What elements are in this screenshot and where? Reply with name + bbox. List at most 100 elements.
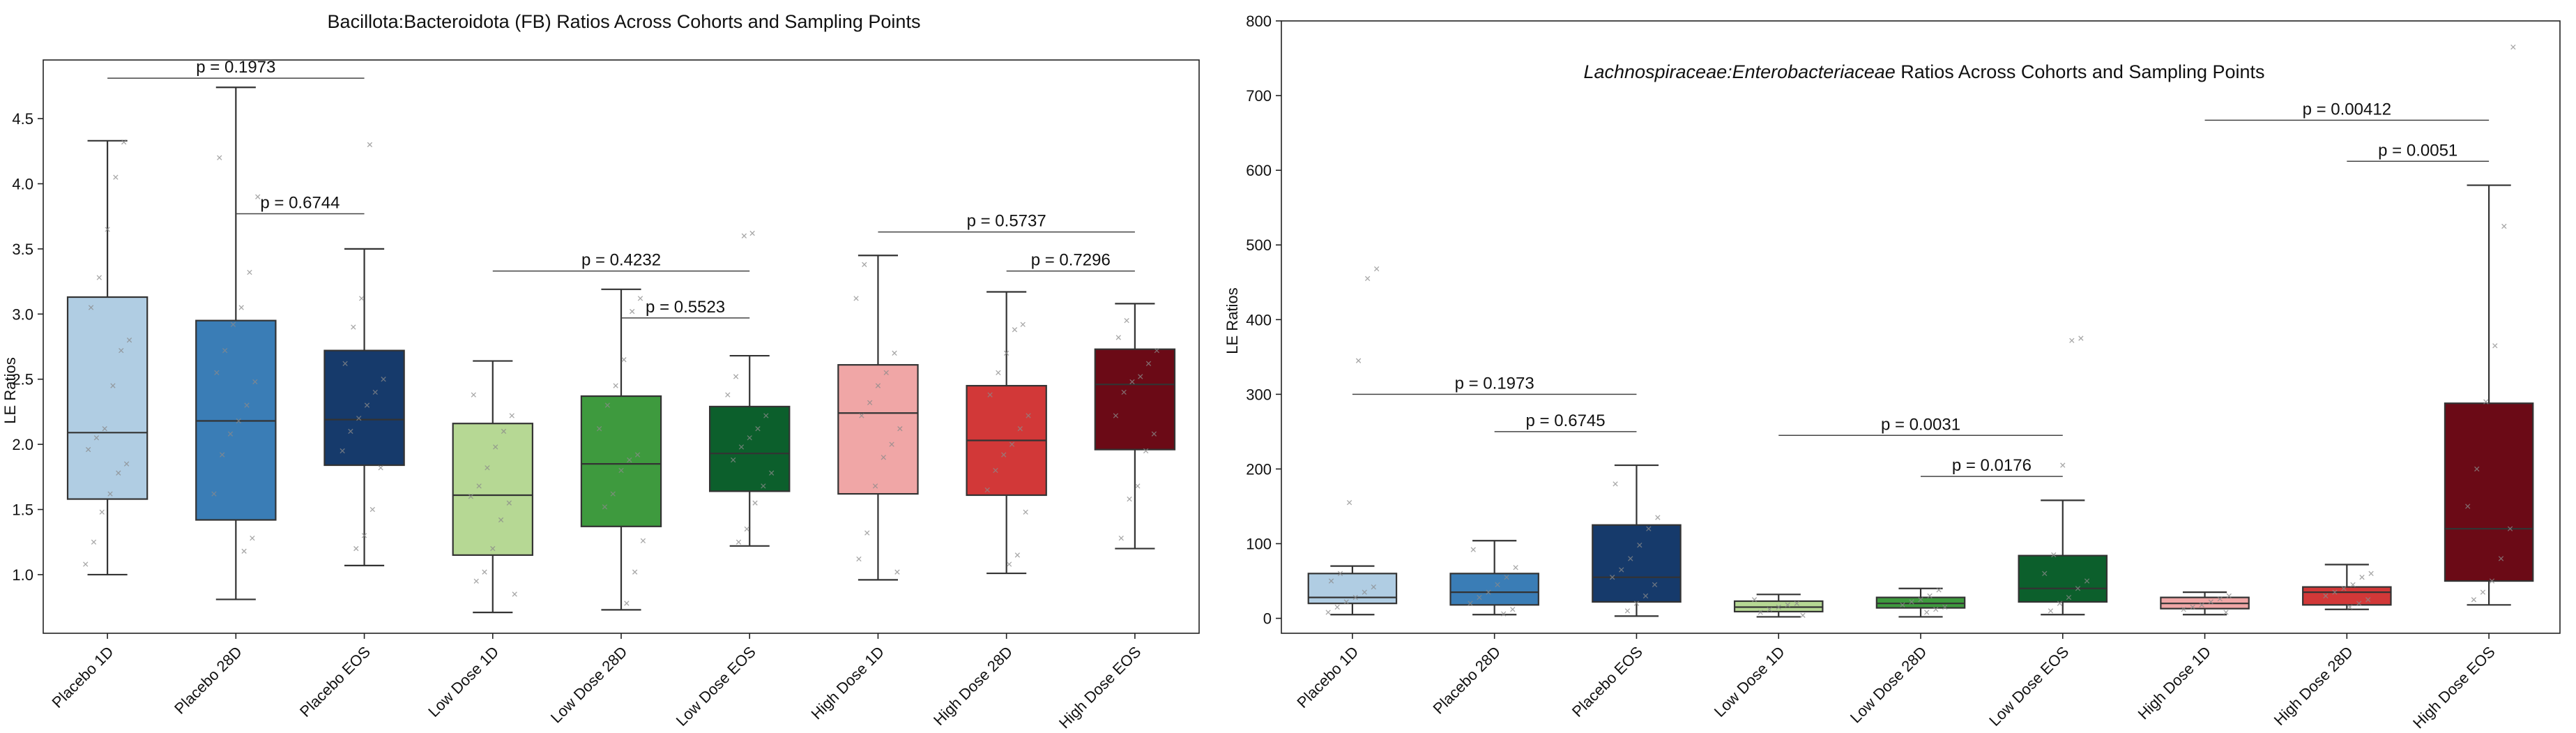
p-value-label: p = 0.0176	[1952, 456, 2032, 475]
data-point	[110, 383, 116, 388]
data-point	[624, 600, 630, 606]
y-tick-label: 300	[1246, 386, 1272, 403]
data-point	[596, 426, 602, 432]
data-point	[2368, 570, 2374, 577]
data-point	[1121, 389, 1127, 395]
box-low-dose-1d	[1733, 594, 1824, 618]
data-point	[364, 402, 370, 408]
data-point	[1924, 610, 1930, 615]
data-point	[471, 392, 476, 398]
data-point	[342, 361, 348, 366]
data-point	[1325, 610, 1331, 615]
fb-ratio-chart: Bacillota:Bacteroidota (FB) Ratios Acros…	[1, 11, 1200, 732]
iqr-box	[1592, 524, 1682, 603]
chart-title-italic: Lachnospiraceae:Enterobacteriaceae	[1583, 61, 1895, 82]
data-point	[2199, 602, 2204, 607]
data-point	[1767, 607, 1772, 612]
chart-title-rest: Ratios Across Cohorts and Sampling Point…	[1896, 61, 2265, 82]
data-point	[2498, 556, 2504, 561]
x-tick-label: Placebo 28D	[1429, 643, 1504, 718]
data-point	[119, 347, 124, 354]
data-point	[2066, 594, 2072, 600]
box-placebo-eos	[1592, 464, 1682, 617]
data-point	[1014, 552, 1021, 558]
y-tick-label: 2.0	[12, 436, 33, 453]
data-point	[247, 269, 252, 275]
data-point	[1352, 594, 1358, 600]
iqr-box	[2018, 554, 2108, 603]
data-point	[1020, 322, 1026, 327]
box-low-dose-eos	[709, 354, 791, 547]
data-point	[1145, 361, 1152, 366]
data-point	[509, 413, 515, 418]
data-point	[2208, 599, 2213, 605]
data-point	[618, 467, 624, 474]
data-point	[613, 383, 618, 388]
data-point	[1023, 509, 1028, 515]
x-tick-label: High Dose 1D	[807, 643, 887, 723]
data-point	[1124, 317, 1129, 324]
y-tick-label: 800	[1246, 13, 1272, 30]
data-point	[1113, 413, 1119, 418]
data-point	[1127, 496, 1132, 502]
data-point	[2069, 338, 2075, 343]
data-point	[752, 500, 758, 506]
data-point	[1776, 604, 1781, 610]
iqr-box	[837, 364, 919, 495]
data-point	[113, 174, 119, 180]
data-point	[348, 428, 353, 434]
data-point	[1143, 448, 1149, 454]
y-tick-label: 2.5	[12, 371, 33, 388]
data-point	[1909, 599, 1914, 605]
box-placebo-eos	[323, 248, 405, 566]
data-point	[241, 548, 247, 554]
data-point	[733, 374, 739, 379]
chart-title: Bacillota:Bacteroidota (FB) Ratios Acros…	[328, 11, 921, 32]
data-point	[2060, 462, 2066, 468]
data-point	[2480, 589, 2486, 595]
x-tick-label: High Dose EOS	[2409, 643, 2498, 732]
data-point	[340, 448, 345, 454]
x-tick-label: High Dose 28D	[2271, 643, 2356, 729]
x-tick-label: High Dose 1D	[2135, 643, 2215, 723]
x-tick-label: Placebo EOS	[1569, 643, 1646, 720]
iqr-box	[2302, 586, 2392, 606]
box-high-dose-28d	[2302, 564, 2392, 610]
data-point	[2078, 335, 2084, 341]
data-point	[1794, 600, 1799, 606]
box-placebo-28d	[1449, 540, 1539, 616]
x-tick-label: Low Dose 1D	[425, 643, 502, 720]
p-value-label: p = 0.1973	[196, 58, 275, 77]
data-point	[1643, 593, 1649, 599]
data-point	[123, 461, 130, 467]
data-point	[1936, 587, 1942, 593]
data-point	[763, 413, 769, 418]
data-point	[897, 426, 903, 432]
data-point	[2365, 597, 2371, 603]
data-point	[621, 357, 627, 363]
data-point	[1513, 565, 1518, 570]
x-tick-label: Low Dose 28D	[547, 643, 631, 727]
y-tick-label: 500	[1246, 236, 1272, 254]
data-point	[1346, 499, 1352, 506]
data-point	[476, 483, 482, 489]
data-point	[2465, 504, 2471, 509]
data-point	[610, 491, 616, 497]
data-point	[1800, 612, 1806, 618]
data-point	[993, 467, 998, 474]
p-value-label: p = 0.0031	[1881, 415, 1960, 434]
data-point	[1115, 335, 1121, 340]
data-point	[1637, 542, 1643, 548]
data-point	[482, 569, 487, 575]
le-ratio-chart: Lachnospiraceae:Enterobacteriaceae Ratio…	[1224, 13, 2561, 732]
data-point	[1118, 535, 1124, 541]
data-point	[244, 402, 250, 408]
data-point	[2323, 593, 2329, 599]
data-point	[627, 457, 632, 463]
data-point	[230, 322, 236, 327]
data-point	[1918, 597, 1923, 603]
data-point	[126, 337, 132, 343]
data-point	[632, 569, 638, 575]
iqr-box	[709, 405, 791, 492]
